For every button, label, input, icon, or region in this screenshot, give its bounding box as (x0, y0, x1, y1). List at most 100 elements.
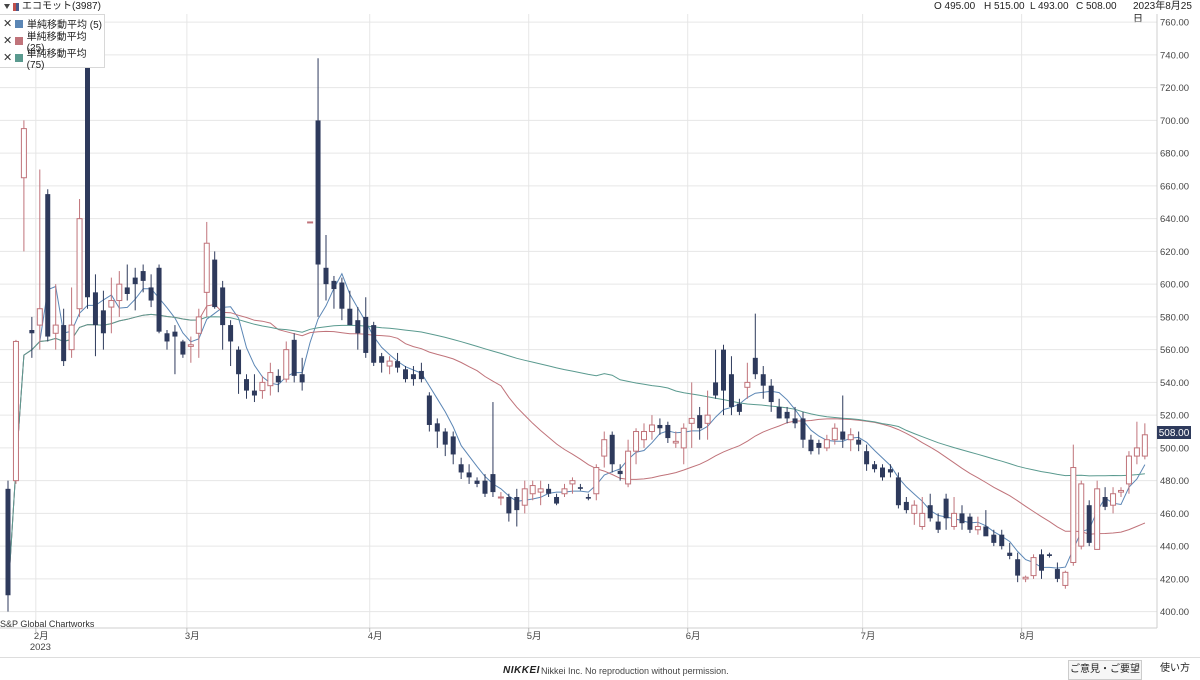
candle-body (529, 485, 536, 495)
candle (808, 434, 814, 455)
candle (140, 264, 146, 293)
candle-body (12, 340, 19, 482)
candle (792, 406, 798, 429)
candle (1141, 423, 1148, 460)
candle-body (172, 331, 178, 337)
candle-body (585, 497, 591, 499)
candle (132, 267, 138, 311)
candle-body (1054, 569, 1060, 579)
candle-body (490, 474, 496, 493)
candle-body (124, 287, 130, 294)
candle-body (339, 282, 345, 309)
copyright-text: Nikkei Inc. No reproduction without perm… (541, 666, 729, 676)
last-price-tag: 508.00 (1157, 426, 1191, 439)
candle (672, 431, 679, 448)
legend-item-sma75[interactable]: ✕ 単純移動平均 (75) (0, 49, 104, 71)
feedback-button[interactable]: ご意見・ご要望 (1068, 660, 1142, 680)
candle-body (895, 477, 901, 506)
candle (497, 492, 504, 506)
candle (410, 366, 416, 386)
candle-body (864, 451, 870, 465)
candle (537, 480, 544, 506)
candle (45, 189, 51, 342)
candle (657, 418, 663, 435)
legend-swatch-sma75 (15, 53, 23, 62)
candle-body (665, 424, 671, 439)
candle (426, 392, 432, 432)
candle (203, 221, 210, 317)
candlestick-chart[interactable]: 400.00 420.00 440.00 460.00 480.00 500.00 520.… (0, 0, 1200, 657)
candle-body (68, 324, 75, 351)
candle (593, 464, 600, 501)
candle (371, 321, 377, 367)
candle-body (974, 525, 981, 531)
legend-item-sma25[interactable]: ✕ 単純移動平均 (25) (0, 32, 104, 54)
candle-body (506, 497, 512, 514)
candle-body (347, 308, 353, 326)
candle-body (1007, 552, 1013, 556)
candle-body (1118, 489, 1124, 493)
candle-body (434, 423, 440, 432)
candle (212, 251, 218, 309)
candle (943, 493, 949, 530)
candle-body (927, 505, 933, 519)
candle-body (195, 316, 202, 334)
candle-body (554, 497, 560, 504)
candle-body (203, 242, 210, 293)
footer: NIKKEI Nikkei Inc. No reproduction witho… (0, 657, 1200, 680)
candle-body (967, 516, 973, 530)
candle-body (721, 349, 726, 391)
close-icon[interactable]: ✕ (3, 18, 13, 30)
candle-body (275, 375, 281, 383)
price-tick-label: 680.00 (1160, 149, 1189, 160)
chart-date: 2023年8月25日 (1133, 1, 1192, 25)
candle (1133, 421, 1140, 465)
candle-body (546, 488, 552, 494)
candle-body (983, 526, 989, 537)
candle-body (132, 277, 138, 285)
candle-body (784, 411, 790, 419)
ohlc-close: C 508.00 (1076, 1, 1117, 12)
help-button[interactable]: 使い方 (1160, 663, 1190, 674)
close-icon[interactable]: ✕ (3, 35, 13, 47)
candle (5, 480, 11, 612)
candle (220, 280, 226, 350)
candle (228, 320, 234, 367)
candle-body (212, 259, 218, 308)
candle-body (1094, 488, 1101, 550)
candle-body (688, 417, 695, 424)
candle-body (617, 470, 623, 475)
month-tick-label: 4月 (368, 631, 383, 642)
candle-body (713, 382, 719, 396)
candle-body (648, 424, 655, 433)
candle-body (1125, 455, 1132, 485)
price-tick-label: 420.00 (1160, 574, 1189, 585)
candle (864, 444, 870, 471)
candle-body (999, 534, 1005, 547)
candle (61, 308, 67, 367)
candle-body (291, 339, 297, 376)
candle-body (331, 280, 337, 290)
candle (315, 58, 321, 317)
candle-body (1141, 434, 1148, 457)
candle-body (45, 194, 51, 337)
ticker-label: エコモット(3987) (22, 1, 101, 12)
candle-body (315, 120, 321, 265)
close-icon[interactable]: ✕ (3, 52, 13, 64)
candle (164, 330, 170, 350)
candle (991, 529, 997, 547)
price-tick-label: 520.00 (1160, 411, 1189, 422)
candle-body (482, 480, 488, 494)
ticker-selector[interactable]: エコモット(3987) (4, 0, 101, 13)
candle-body (680, 427, 687, 449)
candle (959, 505, 965, 530)
price-tick-label: 760.00 (1160, 18, 1189, 29)
candle (744, 362, 751, 399)
candle-body (52, 324, 59, 334)
candle (251, 374, 257, 403)
candle (840, 395, 846, 448)
candle-body (1086, 505, 1092, 543)
legend-item-sma5[interactable]: ✕ 単純移動平均 (5) (0, 15, 104, 32)
candle (800, 411, 806, 448)
candle (704, 390, 711, 440)
